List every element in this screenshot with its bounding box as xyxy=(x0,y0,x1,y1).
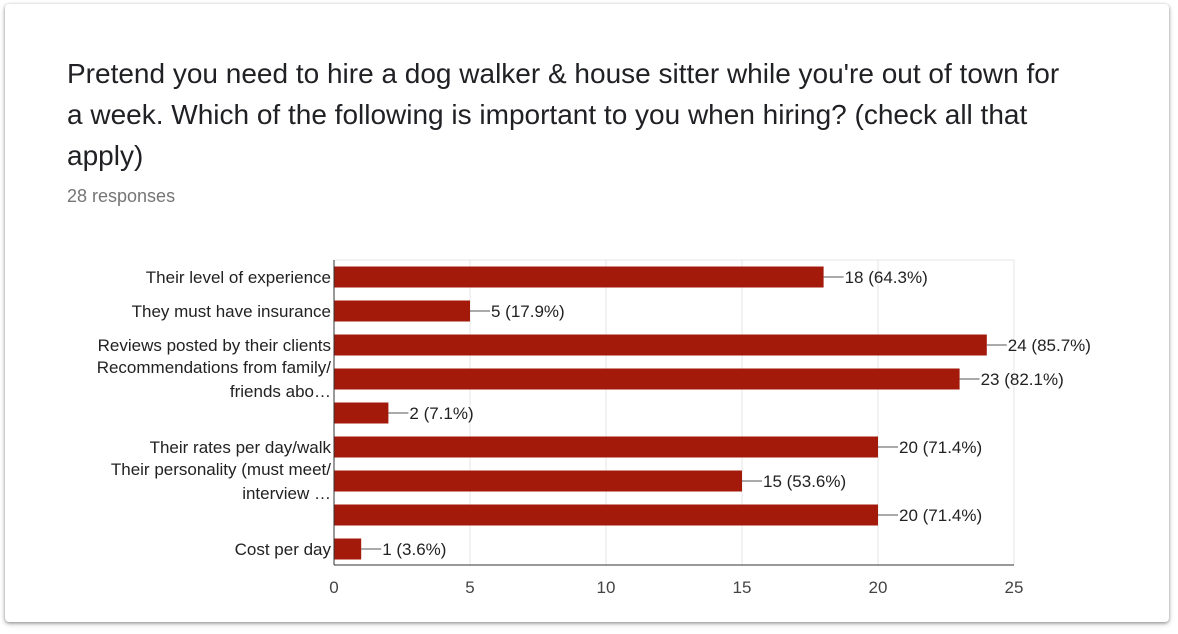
x-tick-label: 15 xyxy=(733,578,752,597)
bar xyxy=(334,538,362,560)
value-label: 2 (7.1%) xyxy=(409,404,473,423)
bar xyxy=(334,368,960,390)
bar xyxy=(334,436,878,458)
category-label: Their rates per day/walk xyxy=(150,438,332,457)
x-tick-label: 5 xyxy=(465,578,474,597)
category-label: Recommendations from family/ xyxy=(97,358,332,377)
value-label: 1 (3.6%) xyxy=(382,540,446,559)
category-label: friends abo… xyxy=(230,382,331,401)
x-tick-label: 10 xyxy=(597,578,616,597)
value-label: 20 (71.4%) xyxy=(899,506,982,525)
value-label: 18 (64.3%) xyxy=(845,268,928,287)
category-label: They must have insurance xyxy=(132,302,331,321)
value-label: 20 (71.4%) xyxy=(899,438,982,457)
value-label: 5 (17.9%) xyxy=(491,302,565,321)
category-label: Cost per day xyxy=(235,540,332,559)
value-label: 15 (53.6%) xyxy=(763,472,846,491)
bar xyxy=(334,402,389,424)
bar xyxy=(334,470,742,492)
response-count: 28 responses xyxy=(67,186,176,206)
labels: 0 5 10 15 20 25 18 (64.3%) Their level of exper… xyxy=(97,268,1091,597)
bar xyxy=(334,300,470,322)
x-tick-label: 0 xyxy=(329,578,338,597)
value-label: 23 (82.1%) xyxy=(981,370,1064,389)
x-tick-label: 25 xyxy=(1005,578,1024,597)
axes xyxy=(333,260,1014,566)
bar xyxy=(334,334,987,356)
category-label: interview … xyxy=(242,484,331,503)
category-label: Their personality (must meet/ xyxy=(111,460,331,479)
x-tick-label: 20 xyxy=(869,578,888,597)
value-label: 24 (85.7%) xyxy=(1008,336,1091,355)
bars xyxy=(334,266,1007,560)
category-label: Reviews posted by their clients xyxy=(98,336,331,355)
category-label: Their level of experience xyxy=(146,268,331,287)
question-title: Pretend you need to hire a dog walker & … xyxy=(67,58,1060,171)
bar xyxy=(334,266,824,288)
bar xyxy=(334,504,878,526)
